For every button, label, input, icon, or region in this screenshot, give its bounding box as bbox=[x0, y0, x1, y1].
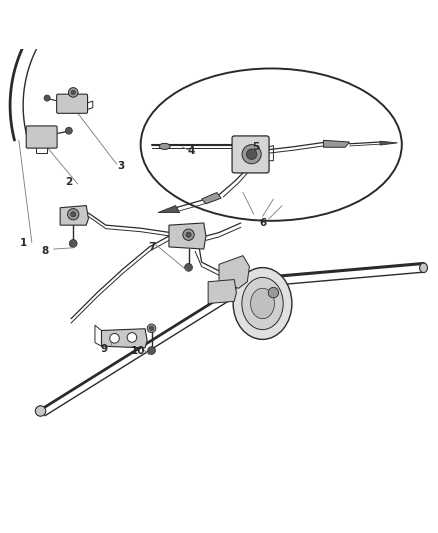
Circle shape bbox=[71, 90, 75, 94]
Circle shape bbox=[149, 326, 154, 330]
FancyBboxPatch shape bbox=[26, 126, 57, 148]
Polygon shape bbox=[323, 140, 350, 147]
Circle shape bbox=[242, 144, 261, 164]
Circle shape bbox=[67, 208, 79, 220]
Text: 3: 3 bbox=[117, 161, 125, 172]
Text: 2: 2 bbox=[65, 176, 72, 187]
Circle shape bbox=[127, 333, 137, 342]
Circle shape bbox=[68, 87, 78, 97]
Text: 1: 1 bbox=[20, 238, 27, 247]
Polygon shape bbox=[169, 223, 206, 249]
Polygon shape bbox=[380, 141, 397, 145]
Circle shape bbox=[65, 127, 72, 134]
Text: 7: 7 bbox=[148, 242, 155, 252]
Circle shape bbox=[148, 346, 155, 354]
Circle shape bbox=[110, 334, 119, 343]
Circle shape bbox=[268, 287, 279, 298]
Polygon shape bbox=[208, 279, 237, 303]
FancyBboxPatch shape bbox=[232, 136, 269, 173]
Polygon shape bbox=[201, 192, 221, 204]
Text: 6: 6 bbox=[259, 218, 266, 228]
Circle shape bbox=[247, 149, 257, 159]
Text: 9: 9 bbox=[100, 344, 107, 354]
FancyBboxPatch shape bbox=[57, 94, 88, 114]
Ellipse shape bbox=[251, 288, 275, 319]
Ellipse shape bbox=[159, 143, 170, 149]
Ellipse shape bbox=[233, 268, 292, 340]
Circle shape bbox=[35, 406, 46, 416]
Circle shape bbox=[186, 232, 191, 237]
Circle shape bbox=[185, 263, 192, 271]
Polygon shape bbox=[219, 256, 250, 288]
Circle shape bbox=[44, 95, 50, 101]
Polygon shape bbox=[102, 329, 147, 348]
Polygon shape bbox=[60, 206, 88, 225]
Circle shape bbox=[183, 229, 194, 240]
Text: 8: 8 bbox=[41, 246, 49, 256]
Polygon shape bbox=[158, 206, 180, 213]
Text: 4: 4 bbox=[187, 146, 194, 156]
Circle shape bbox=[69, 239, 77, 247]
Text: 5: 5 bbox=[252, 142, 260, 152]
Ellipse shape bbox=[242, 277, 283, 329]
Circle shape bbox=[147, 324, 156, 333]
Circle shape bbox=[71, 212, 76, 217]
Ellipse shape bbox=[420, 263, 427, 272]
Text: 10: 10 bbox=[131, 346, 146, 357]
